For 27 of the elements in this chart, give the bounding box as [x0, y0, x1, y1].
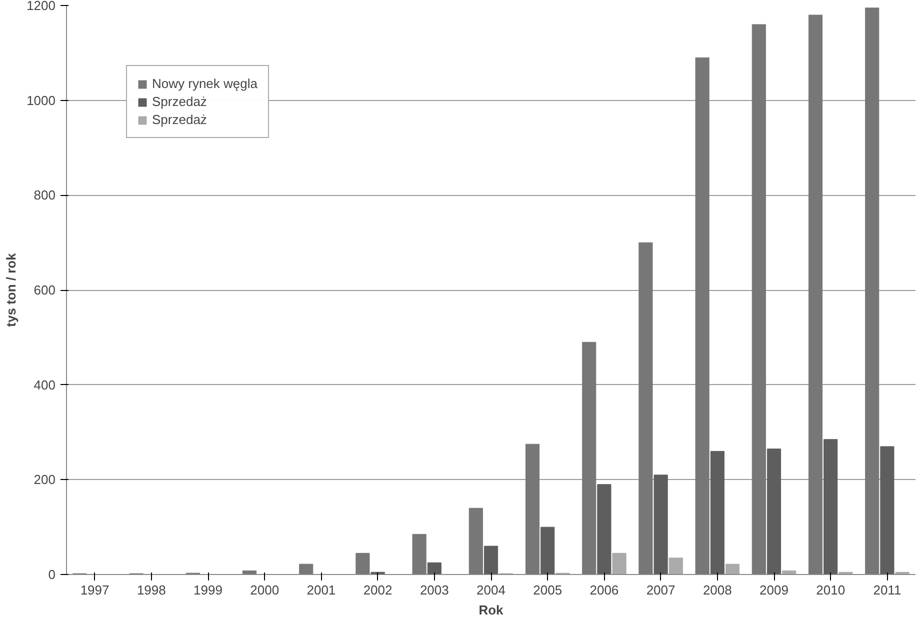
- y-tick-label: 0: [48, 567, 56, 582]
- x-tick-label: 2001: [306, 582, 336, 598]
- x-tick-label: 1998: [136, 582, 166, 598]
- x-tick-label: 2002: [363, 582, 392, 598]
- x-tick-label: 2005: [533, 582, 562, 598]
- x-tick-label: 2003: [420, 582, 449, 598]
- x-tick-label: 2009: [760, 582, 788, 598]
- x-tick-label: 2007: [646, 582, 676, 598]
- x-tick-label: 2008: [702, 582, 732, 598]
- y-tick-label: 200: [34, 472, 56, 488]
- y-tick-label: 1000: [26, 92, 56, 108]
- legend-label: Sprzedaż: [152, 94, 207, 109]
- legend-label: Sprzedaż: [152, 112, 207, 127]
- y-axis-title: tys ton / rok: [4, 252, 19, 327]
- legend-label: Nowy rynek węgla: [152, 76, 258, 91]
- x-tick-label: 2000: [250, 582, 280, 598]
- y-tick-label: 400: [34, 377, 56, 392]
- x-tick-label: 2010: [816, 582, 846, 598]
- x-axis-title: Rok: [478, 602, 504, 618]
- y-tick-label: 1200: [26, 0, 56, 13]
- x-tick-label: 1999: [194, 582, 222, 598]
- x-tick-label: 2006: [590, 582, 619, 598]
- x-tick-label: 2004: [476, 582, 506, 598]
- y-tick-label: 600: [34, 282, 56, 298]
- x-tick-label: 2011: [873, 582, 902, 598]
- y-tick-label: 800: [34, 188, 56, 203]
- x-tick-label: 1997: [80, 582, 110, 598]
